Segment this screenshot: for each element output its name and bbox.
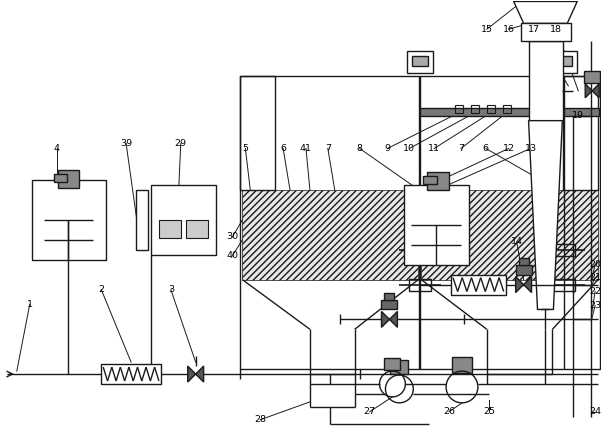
Text: 6: 6	[483, 144, 489, 153]
Text: 25: 25	[483, 407, 495, 416]
Bar	[452, 357, 472, 373]
Bar	[551, 51, 577, 73]
Bar	[455, 105, 463, 113]
Polygon shape	[188, 366, 195, 382]
Bar	[554, 244, 575, 256]
Text: 30: 30	[226, 233, 239, 241]
Bar	[151, 185, 215, 255]
Bar	[32, 180, 106, 260]
Polygon shape	[195, 366, 204, 382]
Text: 23: 23	[589, 301, 601, 310]
Polygon shape	[516, 276, 523, 292]
Text: 28: 28	[254, 415, 267, 424]
Text: 9: 9	[385, 144, 391, 153]
Bar	[503, 105, 511, 113]
Text: 14: 14	[511, 237, 523, 246]
Text: 15: 15	[481, 25, 493, 34]
Bar	[563, 76, 598, 190]
Bar	[516, 265, 532, 275]
Bar	[409, 279, 431, 291]
Bar	[408, 51, 433, 73]
Polygon shape	[529, 120, 563, 310]
Text: 24: 24	[589, 407, 601, 416]
Text: 3: 3	[168, 285, 174, 294]
Bar	[557, 56, 572, 66]
Text: 18: 18	[551, 25, 563, 34]
Text: 12: 12	[503, 144, 515, 153]
Bar	[423, 176, 437, 184]
Text: 2: 2	[98, 285, 104, 294]
Polygon shape	[382, 311, 390, 327]
Text: 7: 7	[458, 144, 464, 153]
Bar	[584, 71, 600, 83]
Text: 4: 4	[54, 144, 60, 153]
Text: 21: 21	[589, 273, 601, 282]
Text: 17: 17	[528, 25, 540, 34]
Polygon shape	[585, 84, 592, 98]
Bar	[159, 220, 181, 238]
Polygon shape	[421, 190, 598, 280]
Bar	[385, 358, 400, 370]
Text: 27: 27	[364, 407, 376, 416]
Text: 19: 19	[572, 111, 584, 120]
Polygon shape	[390, 311, 397, 327]
Text: 40: 40	[227, 251, 238, 260]
Text: 16: 16	[503, 25, 515, 34]
Text: 10: 10	[403, 144, 415, 153]
Bar	[554, 279, 575, 291]
Bar	[385, 292, 394, 299]
Polygon shape	[523, 276, 532, 292]
Bar	[57, 170, 80, 188]
Bar	[409, 244, 431, 256]
Bar	[241, 76, 600, 369]
Bar	[136, 190, 148, 250]
Text: 22: 22	[589, 287, 601, 296]
Bar	[529, 41, 563, 120]
Bar	[390, 360, 408, 374]
Bar	[186, 220, 207, 238]
Bar	[519, 258, 529, 265]
Text: 39: 39	[120, 139, 132, 148]
Text: 6: 6	[280, 144, 286, 153]
Text: 29: 29	[175, 139, 187, 148]
Text: 11: 11	[428, 144, 440, 153]
Bar	[101, 364, 161, 384]
Polygon shape	[514, 1, 577, 23]
Bar	[420, 108, 599, 116]
Bar	[451, 275, 506, 295]
Polygon shape	[514, 0, 577, 1]
Bar	[471, 105, 479, 113]
Bar	[427, 172, 449, 190]
Bar	[405, 185, 469, 265]
Bar	[487, 105, 495, 113]
Text: 41: 41	[300, 144, 312, 153]
Polygon shape	[592, 84, 599, 98]
Text: 5: 5	[242, 144, 248, 153]
Text: 1: 1	[27, 300, 33, 309]
Bar	[412, 56, 428, 66]
Bar	[520, 23, 571, 41]
Text: 20: 20	[589, 260, 601, 269]
Bar	[241, 76, 275, 190]
Bar	[54, 174, 68, 182]
Bar	[382, 299, 397, 310]
Text: 7: 7	[325, 144, 331, 153]
Text: 26: 26	[443, 407, 455, 416]
Text: 13: 13	[525, 144, 537, 153]
Text: 8: 8	[356, 144, 362, 153]
Polygon shape	[242, 190, 418, 280]
